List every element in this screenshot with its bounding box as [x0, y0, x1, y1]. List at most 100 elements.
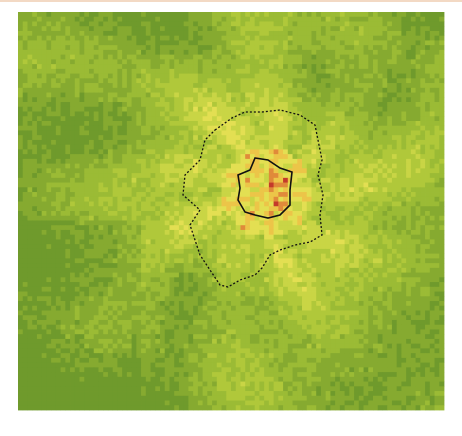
- raster-cell: [113, 50, 118, 55]
- raster-cell: [56, 55, 61, 60]
- raster-cell: [122, 21, 127, 26]
- raster-cell: [226, 254, 231, 259]
- raster-cell: [18, 78, 23, 83]
- raster-cell: [203, 154, 208, 159]
- raster-cell: [75, 197, 80, 202]
- raster-cell: [364, 102, 369, 107]
- raster-cell: [274, 140, 279, 145]
- raster-cell: [411, 258, 416, 263]
- raster-cell: [297, 249, 302, 254]
- raster-cell: [364, 211, 369, 216]
- raster-cell: [321, 145, 326, 150]
- raster-cell: [75, 40, 80, 45]
- raster-cell: [75, 211, 80, 216]
- raster-cell: [373, 130, 378, 135]
- raster-cell: [307, 121, 312, 126]
- raster-cell: [250, 216, 255, 221]
- raster-cell: [439, 50, 444, 55]
- raster-cell: [160, 178, 165, 183]
- raster-cell: [23, 235, 28, 240]
- raster-cell: [212, 88, 217, 93]
- raster-cell: [108, 36, 113, 41]
- raster-cell: [198, 26, 203, 31]
- raster-cell: [94, 130, 99, 135]
- raster-cell: [245, 78, 250, 83]
- raster-cell: [269, 202, 274, 207]
- raster-cell: [373, 74, 378, 79]
- raster-cell: [278, 116, 283, 121]
- raster-cell: [193, 273, 198, 278]
- raster-cell: [250, 78, 255, 83]
- raster-cell: [122, 187, 127, 192]
- raster-cell: [311, 102, 316, 107]
- raster-cell: [222, 26, 227, 31]
- raster-cell: [226, 36, 231, 41]
- raster-cell: [439, 178, 444, 183]
- raster-cell: [188, 121, 193, 126]
- raster-cell: [335, 126, 340, 131]
- raster-cell: [132, 50, 137, 55]
- raster-cell: [141, 273, 146, 278]
- raster-cell: [207, 192, 212, 197]
- raster-cell: [61, 135, 66, 140]
- raster-cell: [27, 78, 32, 83]
- raster-cell: [226, 17, 231, 22]
- raster-cell: [65, 74, 70, 79]
- raster-cell: [174, 74, 179, 79]
- raster-cell: [198, 235, 203, 240]
- raster-cell: [283, 78, 288, 83]
- raster-cell: [84, 121, 89, 126]
- raster-cell: [42, 168, 47, 173]
- raster-cell: [174, 225, 179, 230]
- raster-cell: [416, 230, 421, 235]
- raster-cell: [416, 78, 421, 83]
- raster-cell: [113, 159, 118, 164]
- raster-cell: [141, 78, 146, 83]
- raster-cell: [23, 197, 28, 202]
- raster-cell: [330, 178, 335, 183]
- raster-cell: [51, 83, 56, 88]
- raster-cell: [354, 40, 359, 45]
- raster-cell: [37, 268, 42, 273]
- raster-cell: [141, 93, 146, 98]
- raster-cell: [406, 59, 411, 64]
- raster-cell: [146, 45, 151, 50]
- raster-cell: [240, 239, 245, 244]
- raster-cell: [401, 130, 406, 135]
- raster-cell: [84, 254, 89, 259]
- raster-cell: [274, 225, 279, 230]
- raster-cell: [340, 45, 345, 50]
- raster-cell: [198, 93, 203, 98]
- raster-cell: [226, 173, 231, 178]
- raster-cell: [37, 45, 42, 50]
- raster-cell: [302, 74, 307, 79]
- raster-cell: [46, 36, 51, 41]
- raster-cell: [136, 192, 141, 197]
- raster-cell: [382, 249, 387, 254]
- raster-cell: [382, 40, 387, 45]
- raster-cell: [155, 268, 160, 273]
- raster-cell: [264, 164, 269, 169]
- raster-cell: [75, 202, 80, 207]
- raster-cell: [411, 254, 416, 259]
- raster-cell: [56, 216, 61, 221]
- raster-cell: [382, 31, 387, 36]
- raster-cell: [179, 135, 184, 140]
- raster-cell: [340, 140, 345, 145]
- raster-cell: [349, 36, 354, 41]
- raster-cell: [23, 93, 28, 98]
- raster-cell: [392, 192, 397, 197]
- raster-cell: [136, 230, 141, 235]
- raster-cell: [198, 197, 203, 202]
- raster-cell: [411, 164, 416, 169]
- raster-cell: [165, 168, 170, 173]
- raster-cell: [84, 31, 89, 36]
- raster-cell: [32, 220, 37, 225]
- raster-cell: [188, 149, 193, 154]
- raster-cell: [108, 40, 113, 45]
- raster-cell: [222, 244, 227, 249]
- raster-cell: [56, 140, 61, 145]
- raster-cell: [222, 130, 227, 135]
- raster-cell: [245, 254, 250, 259]
- raster-cell: [335, 21, 340, 26]
